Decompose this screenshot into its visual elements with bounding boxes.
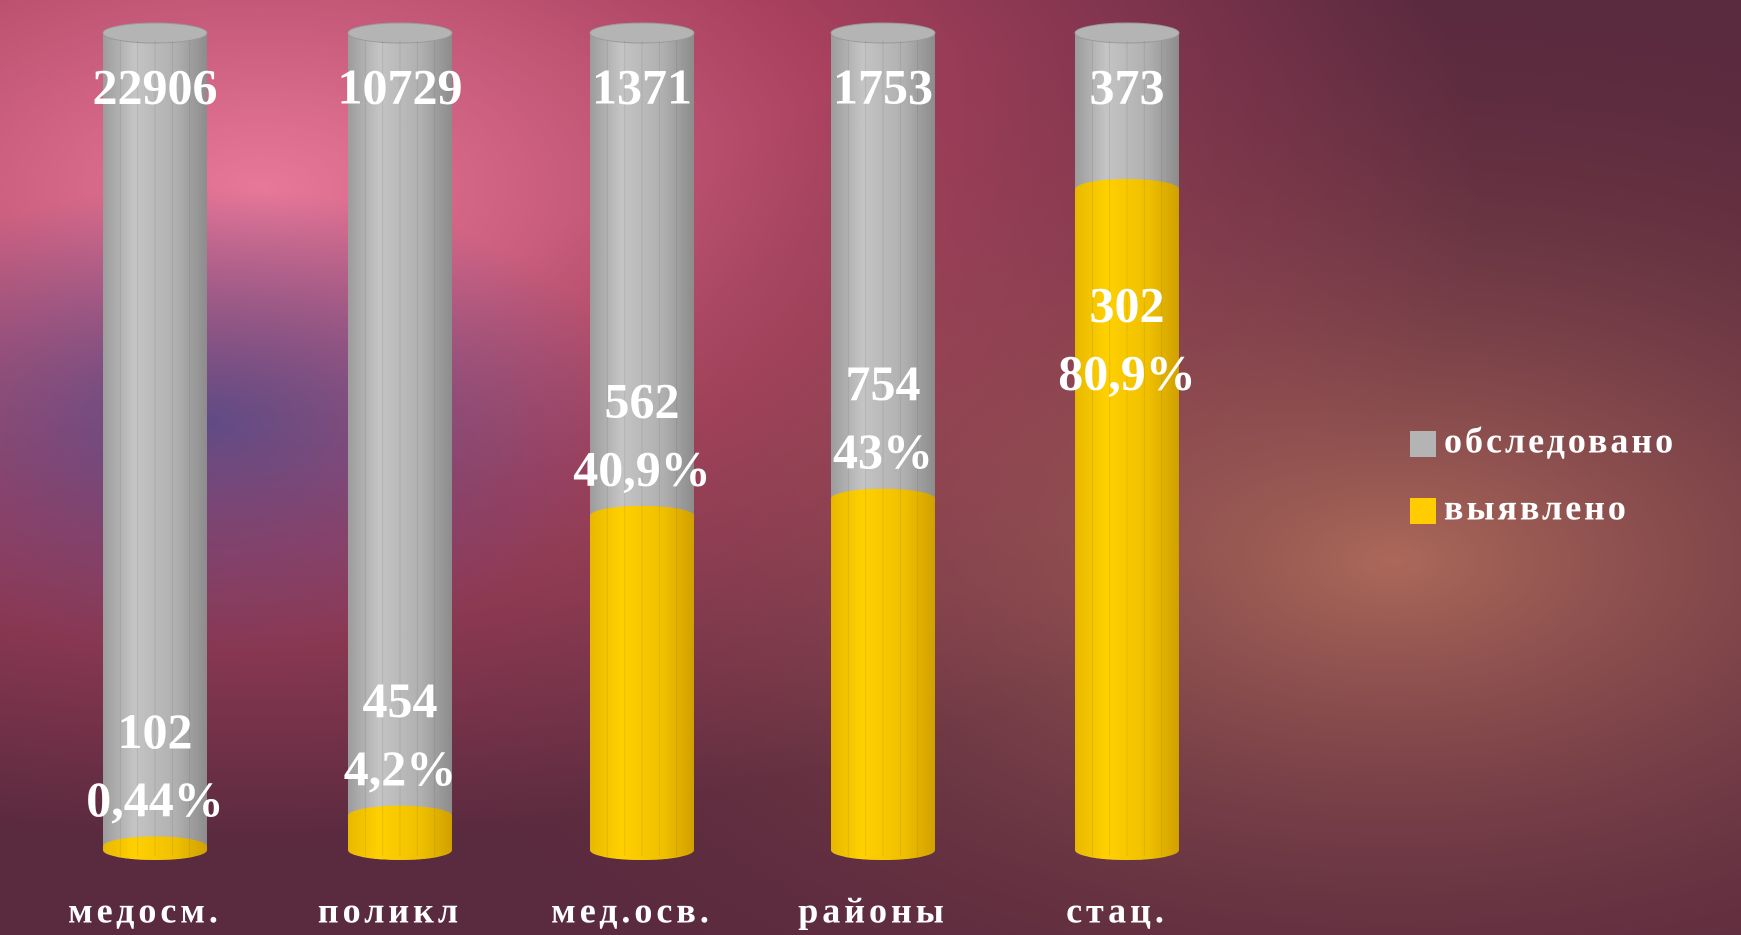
cylinder-top	[103, 23, 207, 43]
legend-swatch	[1410, 431, 1436, 457]
total-label: 1753	[833, 58, 933, 114]
found-label: 562	[605, 372, 680, 428]
found-label: 102	[118, 703, 193, 759]
found-label: 302	[1090, 276, 1165, 332]
percent-label: 40,9%	[573, 440, 711, 496]
percent-label: 43%	[833, 423, 933, 479]
x-tick-label: медосм.	[68, 890, 222, 930]
cylinder-top	[831, 23, 935, 43]
total-label: 373	[1090, 58, 1165, 114]
chart: 22906 102 0,44% медосм. 10729 454 4,2% поликл 13…	[0, 0, 1741, 935]
found-label: 454	[363, 672, 438, 728]
total-label: 22906	[93, 58, 218, 114]
legend-label: обследовано	[1444, 420, 1676, 460]
found-label: 754	[846, 355, 921, 411]
cylinder-top	[1075, 23, 1179, 43]
x-tick-label: районы	[798, 890, 948, 930]
legend-label: выявлено	[1444, 487, 1629, 527]
cylinder-top	[348, 23, 452, 43]
cylinder-top	[590, 23, 694, 43]
percent-label: 0,44%	[86, 771, 224, 827]
total-label: 10729	[338, 58, 463, 114]
x-tick-label: поликл	[318, 890, 462, 930]
x-tick-label: мед.осв.	[551, 890, 713, 930]
total-label: 1371	[592, 58, 692, 114]
x-tick-label: стац.	[1066, 890, 1168, 930]
percent-label: 80,9%	[1058, 344, 1196, 400]
legend-swatch	[1410, 498, 1436, 524]
percent-label: 4,2%	[344, 740, 457, 796]
